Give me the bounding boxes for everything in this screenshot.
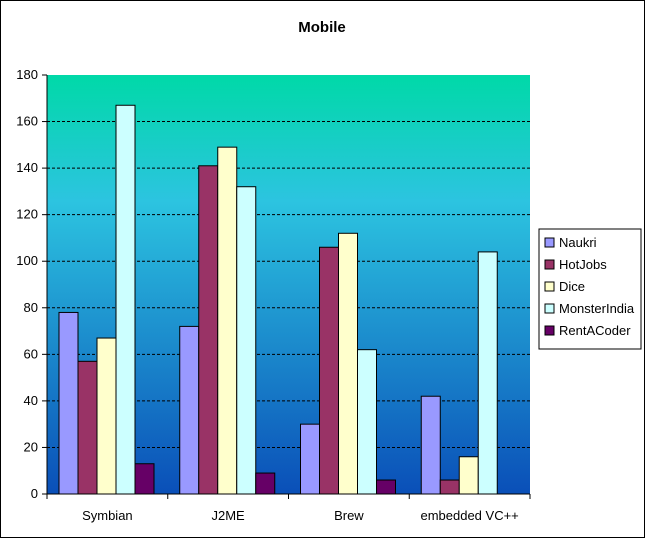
y-tick-label: 160 [16, 114, 38, 129]
bar [458, 456, 479, 495]
x-tick-label: J2ME [212, 508, 246, 523]
legend-label: Naukri [559, 235, 597, 250]
bar [357, 349, 377, 495]
legend-label: RentACoder [559, 323, 631, 338]
legend-label: Dice [559, 279, 585, 294]
legend-swatch [544, 281, 555, 292]
bar [115, 104, 136, 495]
y-tick-label: 120 [16, 207, 38, 222]
bar [58, 311, 79, 495]
y-tick-label: 40 [24, 393, 38, 408]
bar [319, 246, 339, 495]
y-tick-label: 80 [24, 300, 38, 315]
bar [96, 337, 117, 495]
bar [376, 479, 396, 495]
y-tick-label: 60 [24, 346, 38, 361]
bar [217, 146, 238, 495]
chart-title: Mobile [298, 19, 346, 36]
y-tick-label: 140 [16, 160, 38, 175]
x-tick-label: Brew [334, 508, 364, 523]
bar [477, 251, 498, 495]
x-tick-label: Symbian [82, 508, 133, 523]
bar [179, 325, 200, 495]
legend: Naukri HotJobs Dice MonsterIndia RentACoder [538, 228, 642, 350]
y-tick-label: 180 [16, 67, 38, 82]
bar [420, 395, 441, 495]
bar [198, 165, 219, 495]
legend-swatch [544, 303, 555, 314]
bar [439, 479, 460, 495]
bar [338, 232, 358, 495]
bar [255, 472, 276, 495]
bar [77, 360, 98, 495]
y-tick-label: 100 [16, 253, 38, 268]
legend-box [538, 228, 642, 350]
bar [236, 186, 257, 495]
legend-label: MonsterIndia [559, 301, 635, 316]
bar [134, 463, 155, 495]
legend-label: HotJobs [559, 257, 607, 272]
legend-swatch [544, 259, 555, 270]
axes: 0 20 40 60 80 100 120 140 160 180 Symbian J2ME Brew e… [16, 67, 531, 523]
x-tick-label: embedded VC++ [420, 508, 518, 523]
y-tick-label: 20 [24, 439, 38, 454]
bar [300, 423, 320, 495]
legend-swatch [544, 325, 555, 336]
legend-swatch [544, 237, 555, 248]
y-tick-label: 0 [31, 486, 38, 501]
